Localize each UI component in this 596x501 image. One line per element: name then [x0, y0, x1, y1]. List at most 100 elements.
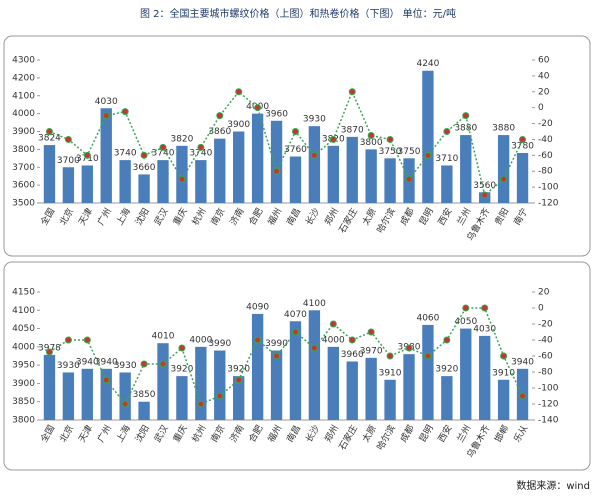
- data-label: 3710: [435, 154, 458, 164]
- bar: [81, 368, 93, 420]
- data-label: 3660: [133, 163, 156, 173]
- y-tick-label: 3800: [12, 145, 35, 155]
- bar: [346, 136, 358, 203]
- line-marker: [235, 88, 243, 96]
- y2-tick-label: -20: [538, 320, 553, 330]
- line: [49, 89, 524, 197]
- data-label: 3970: [360, 346, 383, 356]
- line-marker: [273, 352, 281, 360]
- bar: [497, 379, 510, 420]
- bar: [62, 167, 75, 203]
- data-label: 3780: [511, 141, 534, 151]
- y-tick-label: 4000: [12, 342, 35, 352]
- bar: [460, 328, 472, 420]
- data-label: 3910: [492, 368, 515, 378]
- line-marker: [216, 392, 224, 400]
- line-marker: [348, 88, 356, 96]
- bar: [214, 350, 226, 420]
- data-label: 4100: [303, 299, 326, 309]
- bar: [100, 108, 112, 203]
- data-label: 3560: [473, 181, 496, 191]
- bar: [176, 145, 188, 203]
- chart-frame: [3, 35, 591, 257]
- y2-tick-label: -60: [538, 151, 553, 161]
- bar: [43, 145, 56, 203]
- y2-tick-label: -60: [538, 352, 553, 362]
- y2-tick-label: -120: [538, 199, 559, 209]
- bar: [497, 135, 510, 203]
- bar: [251, 313, 264, 420]
- y-tick-label: 4100: [12, 306, 35, 316]
- data-label: 3820: [170, 134, 193, 144]
- line-marker: [140, 151, 148, 159]
- line-marker: [197, 143, 205, 151]
- bar: [43, 354, 56, 420]
- y-tick-label: 3700: [12, 163, 35, 173]
- data-label: 3880: [454, 124, 477, 134]
- bar: [403, 354, 415, 420]
- bar: [422, 324, 434, 420]
- line-marker: [367, 328, 375, 336]
- data-label: 3740: [152, 149, 175, 159]
- line-marker: [519, 135, 527, 143]
- data-label: 3710: [76, 154, 99, 164]
- y2-tick-label: 40: [538, 71, 550, 81]
- data-label: 4090: [246, 302, 269, 312]
- line-marker: [348, 336, 356, 344]
- line-marker: [197, 400, 205, 408]
- bar: [516, 152, 529, 203]
- bar: [138, 401, 150, 420]
- line-marker: [310, 344, 318, 352]
- data-label: 3900: [227, 120, 250, 130]
- bar: [327, 145, 339, 203]
- data-label: 3850: [133, 390, 156, 400]
- line-marker: [462, 112, 470, 120]
- bar: [62, 372, 75, 420]
- data-label: 3824: [38, 134, 61, 144]
- line-marker: [216, 112, 224, 120]
- chart-frame: [3, 261, 591, 471]
- data-label: 3930: [303, 115, 326, 125]
- data-label: 4030: [473, 324, 496, 334]
- data-label: 3880: [492, 124, 515, 134]
- data-label: 3740: [189, 149, 212, 159]
- data-label: 3910: [379, 368, 402, 378]
- source: 数据来源：wind: [516, 479, 590, 492]
- bar: [176, 376, 188, 420]
- data-label: 3930: [114, 361, 137, 371]
- data-label: 4240: [416, 59, 439, 69]
- data-label: 3750: [379, 147, 402, 157]
- data-label: 3940: [76, 357, 99, 367]
- line-marker: [235, 376, 243, 384]
- line-marker: [367, 131, 375, 139]
- bar: [384, 379, 396, 420]
- line-marker: [329, 320, 337, 328]
- bar: [157, 343, 169, 420]
- y2-tick-label: -80: [538, 368, 553, 378]
- bar: [270, 120, 283, 203]
- bar: [233, 131, 245, 203]
- page-title: 图 2：全国主要城市螺纹价格（上图）和热卷价格（下图） 单位：元/吨: [140, 7, 456, 20]
- bar: [157, 160, 169, 203]
- bar: [289, 321, 302, 420]
- data-label: 3940: [95, 357, 118, 367]
- y-tick-label: 4150: [12, 288, 35, 298]
- line-marker: [481, 191, 489, 199]
- line-marker: [64, 336, 72, 344]
- bar: [100, 368, 112, 420]
- line-marker: [424, 151, 432, 159]
- line-marker: [291, 128, 299, 135]
- line-marker: [254, 104, 262, 112]
- y-tick-label: 4100: [12, 91, 35, 101]
- y2-tick-label: -120: [538, 400, 559, 410]
- bar: [308, 126, 321, 203]
- line-marker: [121, 400, 129, 408]
- bar: [81, 165, 93, 203]
- bar: [365, 149, 377, 203]
- line-marker: [500, 352, 508, 360]
- y2-tick-label: 0: [538, 304, 544, 314]
- bar: [346, 361, 358, 420]
- y2-tick-label: -80: [538, 167, 553, 177]
